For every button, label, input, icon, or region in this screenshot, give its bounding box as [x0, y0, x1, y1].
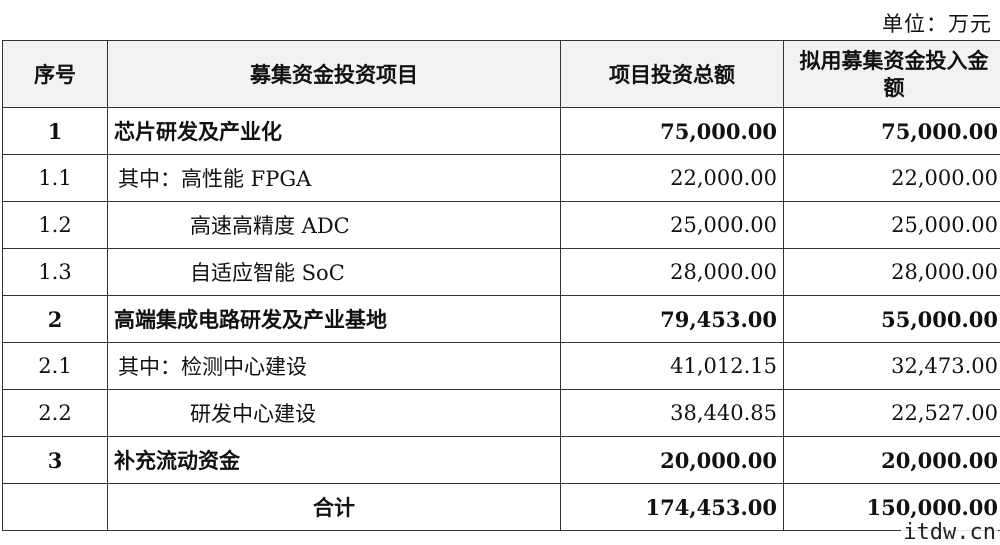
row-total-investment: 25,000.00	[561, 202, 784, 249]
row-raise-amount: 75,000.00	[784, 108, 1000, 155]
header-raise: 拟用募集资金投入金额	[784, 41, 1000, 108]
row-total-investment: 79,453.00	[561, 296, 784, 343]
row-project-name: 研发中心建设	[108, 390, 561, 437]
row-index: 3	[3, 437, 108, 484]
table-header-row: 序号 募集资金投资项目 项目投资总额 拟用募集资金投入金额	[3, 41, 1000, 108]
row-raise-amount: 22,000.00	[784, 155, 1000, 202]
row-total-investment: 75,000.00	[561, 108, 784, 155]
header-total: 项目投资总额	[561, 41, 784, 108]
header-index: 序号	[3, 41, 108, 108]
row-index: 1.2	[3, 202, 108, 249]
row-project-name: 其中：检测中心建设	[108, 343, 561, 390]
row-raise-amount: 55,000.00	[784, 296, 1000, 343]
row-project-name: 高速高精度 ADC	[108, 202, 561, 249]
row-raise-amount: 25,000.00	[784, 202, 1000, 249]
row-project-name: 芯片研发及产业化	[108, 108, 561, 155]
row-index: 1.1	[3, 155, 108, 202]
row-project-name: 自适应智能 SoC	[108, 249, 561, 296]
row-total-investment: 28,000.00	[561, 249, 784, 296]
total-row: 合计 174,453.00 150,000.00	[3, 484, 1000, 531]
row-total-investment: 22,000.00	[561, 155, 784, 202]
row-index: 2.1	[3, 343, 108, 390]
total-index-cell	[3, 484, 108, 531]
total-label: 合计	[108, 484, 561, 531]
row-index: 1.3	[3, 249, 108, 296]
header-project: 募集资金投资项目	[108, 41, 561, 108]
row-total-investment: 20,000.00	[561, 437, 784, 484]
row-project-name: 高端集成电路研发及产业基地	[108, 296, 561, 343]
watermark: itdw.cn	[901, 520, 998, 545]
row-raise-amount: 28,000.00	[784, 249, 1000, 296]
row-index: 2	[3, 296, 108, 343]
row-raise-amount: 32,473.00	[784, 343, 1000, 390]
total-investment-sum: 174,453.00	[561, 484, 784, 531]
unit-label: 单位：万元	[882, 8, 992, 38]
row-project-name: 其中：高性能 FPGA	[108, 155, 561, 202]
row-project-name: 补充流动资金	[108, 437, 561, 484]
row-total-investment: 41,012.15	[561, 343, 784, 390]
row-raise-amount: 20,000.00	[784, 437, 1000, 484]
row-index: 2.2	[3, 390, 108, 437]
row-raise-amount: 22,527.00	[784, 390, 1000, 437]
row-total-investment: 38,440.85	[561, 390, 784, 437]
row-index: 1	[3, 108, 108, 155]
